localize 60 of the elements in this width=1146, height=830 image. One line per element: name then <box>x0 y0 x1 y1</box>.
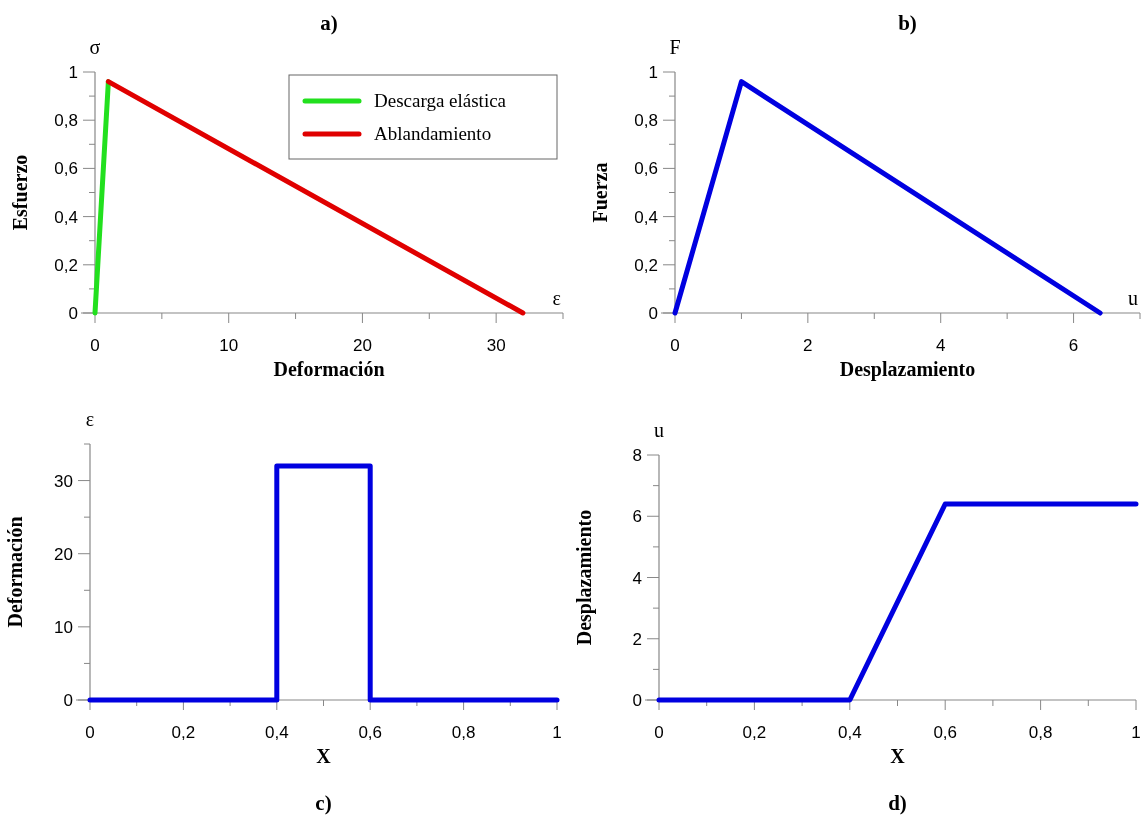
x-axis-title: Desplazamiento <box>839 358 976 381</box>
y-tick-label: 0,6 <box>634 159 658 179</box>
x-tick-label: 0 <box>90 336 100 355</box>
x-tick-label: 0,2 <box>171 723 196 742</box>
y-tick-label: 1 <box>68 63 78 82</box>
text: F <box>669 36 681 58</box>
x-tick-label: 0 <box>85 723 95 742</box>
x-tick-label: 0 <box>670 336 680 355</box>
y-tick-label: 10 <box>54 617 73 637</box>
y-tick-label: 0,8 <box>634 111 658 131</box>
annotation: u <box>1128 287 1138 309</box>
x-tick-label: 1 <box>552 723 562 742</box>
y-tick-label: 0 <box>63 691 73 710</box>
y-tick-label: 0,2 <box>54 255 78 275</box>
y-axis-title: Fuerza <box>589 162 611 223</box>
x-tick-label: 0,2 <box>742 723 767 742</box>
y-tick-label: 6 <box>632 507 642 527</box>
y-tick-label: 30 <box>54 471 73 491</box>
text: ε <box>85 408 95 430</box>
text: c) <box>315 791 332 815</box>
x-tick-label: 6 <box>1068 336 1079 355</box>
x-tick-label: 10 <box>219 336 239 355</box>
x-tick-label: 0,8 <box>1028 723 1053 742</box>
x-tick-label: 0,4 <box>837 723 862 742</box>
legend-label: Ablandamiento <box>374 123 492 144</box>
x-tick-label: 1 <box>1131 723 1141 742</box>
text: σ <box>89 36 101 58</box>
x-tick-label: 0,6 <box>933 723 958 742</box>
y-axis-title: Desplazamiento <box>573 509 596 646</box>
y-tick-label: 4 <box>632 568 642 588</box>
y-tick-label: 0,4 <box>634 207 658 227</box>
x-axis-title: X <box>890 745 906 767</box>
y-tick-label: 2 <box>632 629 642 649</box>
x-axis-title: Deformación <box>273 358 385 380</box>
y-tick-label: 0,2 <box>634 255 658 275</box>
y-tick-label: 0,4 <box>54 207 78 227</box>
text: u <box>654 419 664 441</box>
y-tick-label: 0 <box>68 304 78 323</box>
legend-label: Descarga elástica <box>374 90 507 111</box>
y-tick-label: 20 <box>54 544 73 564</box>
text: d) <box>888 791 907 815</box>
y-axis-title: Esfuerzo <box>9 154 31 231</box>
y-tick-label: 0,8 <box>54 111 78 131</box>
x-tick-label: 0,4 <box>264 723 289 742</box>
chart-title: a) <box>320 11 338 35</box>
y-axis-title: Deformación <box>4 516 26 628</box>
annotation: ε <box>552 287 561 309</box>
y-tick-label: 0,6 <box>54 159 78 179</box>
x-axis-title: X <box>316 745 332 767</box>
x-tick-label: 2 <box>803 336 813 355</box>
x-tick-label: 20 <box>352 336 372 355</box>
x-tick-label: 30 <box>486 336 506 355</box>
y-tick-label: 8 <box>632 446 642 465</box>
y-tick-label: 0 <box>648 304 658 323</box>
x-tick-label: 0,6 <box>358 723 383 742</box>
x-tick-label: 0,8 <box>451 723 476 742</box>
chart-title: b) <box>898 11 917 35</box>
x-tick-label: 4 <box>935 336 946 355</box>
y-tick-label: 0 <box>632 691 642 710</box>
y-tick-label: 1 <box>648 63 658 82</box>
